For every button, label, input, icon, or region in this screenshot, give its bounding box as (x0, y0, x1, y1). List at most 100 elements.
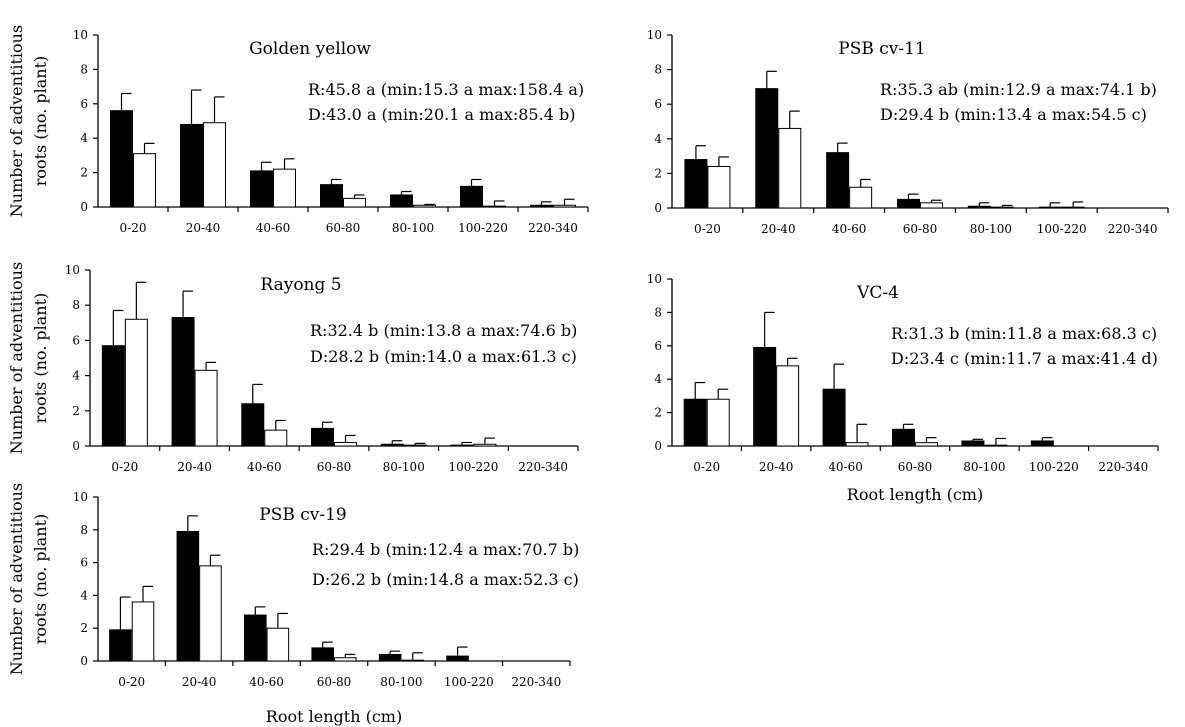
y-axis-label: Number of adventitious (7, 25, 26, 217)
x-tick-label: 0-20 (694, 222, 721, 236)
x-tick-label: 60-80 (317, 675, 352, 689)
annotation: R:31.3 b (min:11.8 a max:68.3 c) (891, 324, 1157, 343)
x-tick-label: 20-40 (177, 460, 212, 474)
x-tick-label: 60-80 (317, 460, 352, 474)
annotation: D:28.2 b (min:14.0 a max:61.3 c) (310, 347, 577, 366)
y-tick-label: 6 (80, 97, 88, 111)
bar (990, 206, 1014, 209)
bar (413, 204, 436, 208)
bar (390, 194, 413, 208)
y-tick-label: 8 (80, 62, 88, 76)
y-tick-label: 4 (72, 369, 80, 383)
x-tick-label: 220-340 (511, 675, 561, 689)
x-tick-label: 20-40 (186, 221, 221, 235)
x-tick-label: 0-20 (120, 221, 147, 235)
bar (755, 88, 779, 209)
chart-panel: 0 2 4 6 8 10 0-20 20-40 40-60 60-80 80-100 100-220 2… (7, 262, 579, 474)
y-tick-label: 10 (73, 490, 88, 504)
bar (194, 369, 218, 447)
y-tick-label: 8 (72, 298, 80, 312)
chart-title: PSB cv-11 (838, 39, 925, 59)
bar (199, 565, 222, 662)
y-tick-label: 0 (654, 439, 662, 453)
bar (110, 110, 133, 208)
chart-panel: 0 2 4 6 8 10 0-20 20-40 40-60 60-80 80-100 100-220 2… (647, 28, 1169, 236)
x-tick-label: 220-340 (528, 221, 578, 235)
y-tick-label: 8 (80, 523, 88, 537)
x-tick-label: 40-60 (249, 675, 284, 689)
x-tick-label: 60-80 (326, 221, 361, 235)
y-tick-label: 6 (80, 556, 88, 570)
bar (124, 318, 148, 447)
chart-panel: 0 2 4 6 8 10 0-20 20-40 40-60 60-80 80-100 100-220 2… (7, 25, 589, 235)
bar (707, 165, 731, 209)
bar (826, 152, 850, 209)
bar (180, 123, 203, 208)
y-tick-label: 10 (647, 28, 662, 42)
bar (849, 186, 873, 209)
bar (403, 444, 427, 447)
y-tick-label: 2 (72, 404, 80, 418)
bar (897, 198, 920, 209)
y-tick-label: 2 (80, 166, 88, 180)
x-tick-label: 100-220 (1029, 460, 1079, 474)
annotation: D:26.2 b (min:14.8 a max:52.3 c) (312, 570, 579, 589)
y-tick-label: 8 (654, 305, 662, 319)
annotation: D:23.4 c (min:11.7 a max:41.4 d) (891, 349, 1158, 368)
x-tick-label: 80-100 (963, 460, 1005, 474)
chart-title: PSB cv-19 (259, 505, 346, 525)
bar (892, 428, 915, 447)
annotation: D:29.4 b (min:13.4 a max:54.5 c) (880, 105, 1147, 124)
y-tick-label: 0 (654, 201, 662, 215)
x-tick-label: 20-40 (759, 460, 794, 474)
bar (334, 441, 357, 447)
bar (266, 627, 290, 662)
chart-panel: 0 2 4 6 8 10 0-20 20-40 40-60 60-80 80-100 100-220 2… (647, 272, 1159, 504)
bar (1038, 206, 1062, 209)
x-tick-label: 40-60 (832, 222, 867, 236)
bar (1030, 440, 1054, 447)
y-tick-label: 0 (80, 654, 88, 668)
y-tick-label: 10 (65, 263, 80, 277)
x-tick-label: 80-100 (380, 675, 422, 689)
chart-title: Rayong 5 (260, 275, 341, 295)
x-tick-label: 100-220 (448, 460, 498, 474)
bar (109, 629, 132, 662)
x-tick-label: 220-340 (518, 460, 568, 474)
y-tick-label: 4 (80, 131, 88, 145)
bar (250, 170, 273, 208)
bar (753, 346, 777, 447)
x-tick-label: 20-40 (761, 222, 796, 236)
bar (311, 647, 334, 662)
bar (776, 365, 800, 447)
y-axis-label: Number of adventitious (7, 262, 26, 454)
bar (334, 657, 357, 662)
x-tick-label: 40-60 (247, 460, 282, 474)
x-tick-label: 80-100 (392, 221, 434, 235)
bar (920, 202, 943, 209)
bar (273, 168, 296, 208)
x-tick-label: 0-20 (118, 675, 145, 689)
y-axis-label: roots (no. plant) (31, 56, 50, 187)
y-tick-label: 0 (72, 439, 80, 453)
x-tick-label: 60-80 (898, 460, 933, 474)
chart-title: Golden yellow (249, 39, 371, 59)
bar (243, 614, 267, 662)
bar (967, 205, 991, 209)
y-axis-label: Number of adventitious (7, 483, 26, 675)
x-tick-label: 0-20 (693, 460, 720, 474)
y-tick-label: 4 (654, 372, 662, 386)
bar (450, 444, 474, 447)
y-tick-label: 6 (654, 339, 662, 353)
y-tick-label: 4 (80, 588, 88, 602)
x-tick-label: 80-100 (970, 222, 1012, 236)
bar (961, 440, 985, 447)
y-tick-label: 2 (80, 621, 88, 635)
y-tick-label: 0 (80, 200, 88, 214)
bar (822, 388, 846, 447)
annotation: D:43.0 a (min:20.1 a max:85.4 b) (308, 105, 575, 124)
bar (1061, 206, 1085, 209)
x-tick-label: 40-60 (256, 221, 291, 235)
bar (778, 127, 802, 209)
